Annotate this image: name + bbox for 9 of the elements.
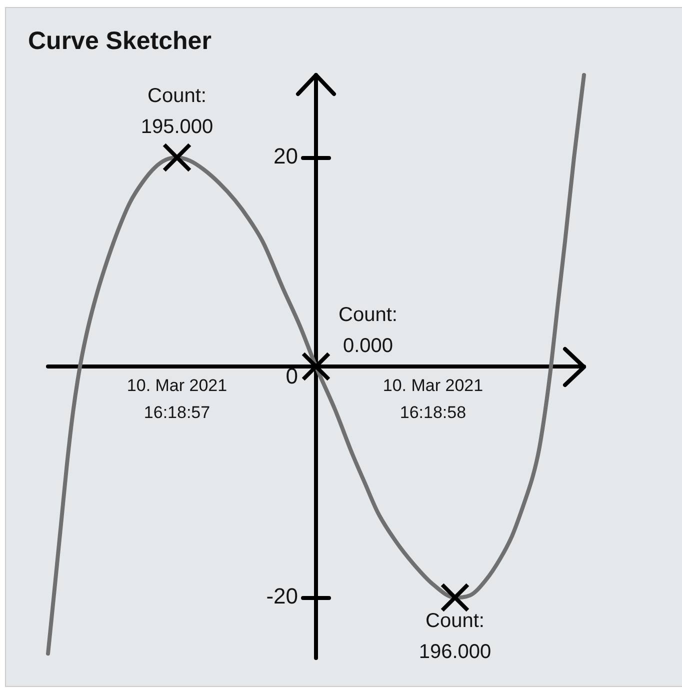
annotation: Count: 196.000	[418, 610, 492, 664]
chart-title: Curve Sketcher	[28, 26, 212, 56]
x-tick-label: 10. Mar 2021 16:18:57	[126, 376, 228, 422]
y-tick-label: 0	[286, 364, 298, 389]
y-tick-label: 20	[274, 144, 298, 169]
x-tick-label: 10. Mar 2021 16:18:58	[382, 376, 484, 422]
y-tick-label: -20	[266, 584, 298, 609]
annotation: Count: 195.000	[140, 85, 214, 138]
annotation: Count: 0.000	[338, 304, 398, 358]
